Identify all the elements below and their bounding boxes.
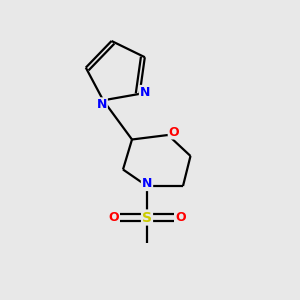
Text: S: S <box>142 211 152 224</box>
Text: N: N <box>97 98 107 111</box>
Text: O: O <box>175 211 186 224</box>
Text: O: O <box>169 125 179 139</box>
Text: N: N <box>142 177 152 190</box>
Text: N: N <box>140 86 150 99</box>
Text: O: O <box>108 211 119 224</box>
